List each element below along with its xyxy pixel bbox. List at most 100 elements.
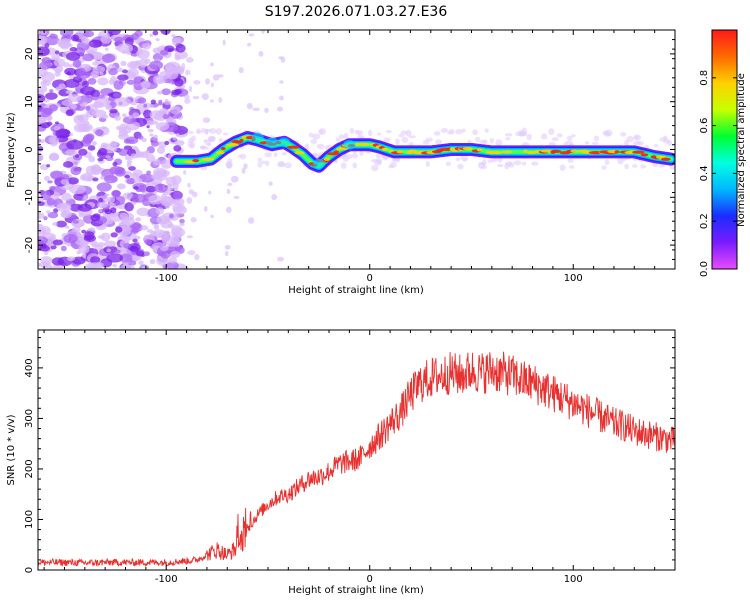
noise-blob — [164, 140, 170, 146]
noise-blob — [551, 137, 559, 142]
noise-blob — [505, 137, 511, 141]
noise-blob — [632, 140, 641, 146]
noise-blob — [246, 102, 253, 110]
ridge-core — [220, 147, 226, 151]
noise-blob — [116, 67, 123, 73]
noise-blob — [398, 134, 405, 138]
noise-blob — [100, 35, 112, 44]
noise-blob — [46, 164, 51, 168]
noise-blob — [138, 58, 148, 68]
noise-blob — [264, 152, 273, 158]
noise-blob — [45, 210, 51, 214]
noise-blob — [149, 110, 164, 120]
noise-blob — [218, 138, 223, 143]
noise-blob — [116, 43, 134, 54]
noise-blob — [123, 242, 132, 249]
ridge-core — [660, 157, 671, 161]
noise-blob — [567, 158, 574, 163]
noise-blob — [604, 159, 610, 166]
noise-blob — [129, 62, 138, 69]
colorbar-label: Normalized spectral amplitude — [736, 73, 747, 227]
noise-blob — [116, 183, 126, 190]
noise-blob — [195, 130, 202, 134]
noise-blob — [72, 59, 82, 68]
noise-blob — [179, 218, 185, 224]
noise-blob — [238, 67, 244, 74]
noise-blob — [141, 137, 147, 143]
noise-blob — [100, 175, 105, 180]
ridge-core — [333, 150, 339, 154]
noise-blob — [38, 223, 44, 231]
noise-blob — [475, 136, 481, 143]
noise-blob — [237, 154, 243, 158]
noise-blob — [233, 195, 240, 199]
ridge-core — [381, 147, 389, 152]
noise-blob — [121, 69, 128, 74]
noise-blob — [47, 211, 59, 219]
noise-blob — [67, 93, 82, 102]
noise-blob — [101, 203, 105, 207]
snr-ytick-label: 100 — [24, 510, 35, 529]
noise-blob — [71, 226, 81, 233]
noise-blob — [113, 80, 124, 90]
noise-blob — [54, 71, 61, 77]
noise-blob — [136, 49, 150, 59]
noise-blob — [109, 108, 118, 114]
noise-blob — [246, 42, 252, 47]
noise-blob — [114, 167, 126, 177]
noise-blob — [91, 243, 98, 248]
noise-blob — [133, 177, 143, 184]
noise-blob — [97, 77, 109, 86]
noise-blob — [119, 253, 134, 263]
noise-blob — [484, 128, 489, 133]
colorbar-tick-label: 0.0 — [699, 261, 710, 277]
noise-blob — [55, 121, 59, 125]
noise-blob — [95, 129, 104, 137]
ridge-core — [540, 149, 554, 153]
noise-blob — [445, 161, 452, 167]
noise-blob — [119, 212, 129, 220]
noise-blob — [349, 127, 355, 135]
noise-blob — [126, 178, 136, 185]
noise-blob — [172, 191, 184, 200]
noise-blob — [276, 162, 285, 167]
snr-xtick-label: 0 — [367, 574, 373, 585]
noise-blob — [44, 43, 50, 48]
noise-blob — [180, 265, 189, 269]
noise-blob — [218, 96, 223, 103]
noise-blob — [50, 170, 64, 180]
noise-blob — [160, 196, 175, 207]
spectral-ridge — [169, 131, 675, 173]
noise-blob — [173, 145, 182, 152]
noise-blob — [277, 256, 285, 262]
noise-blob — [433, 131, 441, 136]
noise-blob — [39, 61, 52, 70]
noise-blob — [49, 186, 56, 191]
noise-blob — [226, 188, 231, 195]
noise-blob — [40, 31, 47, 35]
noise-blob — [186, 197, 193, 204]
noise-blob — [248, 33, 255, 37]
heatmap-xtick-label: 0 — [367, 273, 373, 284]
noise-blob — [222, 132, 229, 136]
noise-blob — [122, 192, 134, 200]
noise-blob — [152, 134, 159, 139]
noise-blob — [138, 260, 144, 266]
noise-blob — [135, 217, 142, 222]
noise-blob — [400, 130, 408, 135]
noise-blob — [40, 139, 45, 144]
noise-blob — [65, 225, 70, 229]
noise-blob — [48, 153, 60, 161]
noise-blob — [78, 148, 88, 156]
noise-blob — [136, 207, 150, 217]
noise-blob — [190, 135, 197, 142]
noise-blob — [104, 47, 109, 51]
noise-blob — [338, 134, 345, 140]
noise-blob — [72, 220, 79, 224]
noise-blob — [626, 135, 634, 143]
noise-blob — [150, 120, 159, 125]
noise-blob — [65, 149, 78, 157]
noise-blob — [131, 193, 147, 203]
noise-blob — [308, 132, 314, 138]
